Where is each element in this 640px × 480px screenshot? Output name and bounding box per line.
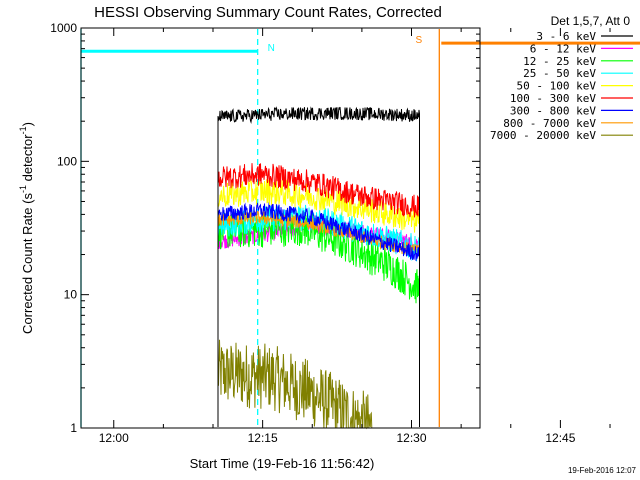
x-tick-label-0: 12:00 xyxy=(99,431,129,445)
y-tick-label-1: 10 xyxy=(64,288,78,302)
y-axis-label-part1: Corrected Count Rate (s xyxy=(20,193,35,334)
legend-label-2: 12 - 25 keV xyxy=(523,55,596,68)
x-axis-label: Start Time (19-Feb-16 11:56:42) xyxy=(190,456,375,471)
y-tick-label-0: 1 xyxy=(70,421,77,435)
y-tick-label-2: 100 xyxy=(57,154,77,168)
legend-label-1: 6 - 12 keV xyxy=(530,42,597,55)
series-0-segment-0 xyxy=(217,106,420,427)
y-axis-label-sup2: -1 xyxy=(18,126,28,134)
legend-label-5: 100 - 300 keV xyxy=(510,92,596,105)
legend-label-8: 7000 - 20000 keV xyxy=(490,129,596,142)
y-axis-label-part3: ) xyxy=(20,122,35,126)
axes: 12:0012:1512:3012:4513:0013:1513:3011010… xyxy=(50,21,611,445)
legend-label-7: 800 - 7000 keV xyxy=(503,117,596,130)
legend-label-6: 300 - 800 keV xyxy=(510,104,596,117)
legend-label-4: 50 - 100 keV xyxy=(517,80,597,93)
series-8-segment-0 xyxy=(217,339,373,430)
y-axis-label-sup1: -1 xyxy=(18,185,28,193)
series-5-segment-0 xyxy=(217,163,420,218)
x-tick-label-2: 12:30 xyxy=(396,431,426,445)
legend-label-3: 25 - 50 keV xyxy=(523,67,596,80)
footer-date: 19-Feb-2016 12:07 xyxy=(568,466,637,475)
legend-title: Det 1,5,7, Att 0 xyxy=(551,14,631,28)
plot-frame xyxy=(80,27,481,429)
y-tick-label-3: 1000 xyxy=(50,21,77,35)
flag-label-s: S xyxy=(415,35,422,46)
y-axis-label: Corrected Count Rate (s-1 detector-1) xyxy=(18,122,35,334)
flag-label-n: N xyxy=(268,43,275,54)
plot-area: NS xyxy=(80,29,640,430)
legend-label-0: 3 - 6 keV xyxy=(536,30,596,43)
series-4-segment-0 xyxy=(217,178,420,233)
x-tick-label-1: 12:15 xyxy=(248,431,278,445)
chart-title: HESSI Observing Summary Count Rates, Cor… xyxy=(94,4,442,21)
x-tick-label-3: 12:45 xyxy=(545,431,575,445)
y-axis-label-part2: detector xyxy=(20,134,35,185)
series-2-segment-0 xyxy=(217,210,420,304)
series-6-segment-0 xyxy=(217,202,420,261)
